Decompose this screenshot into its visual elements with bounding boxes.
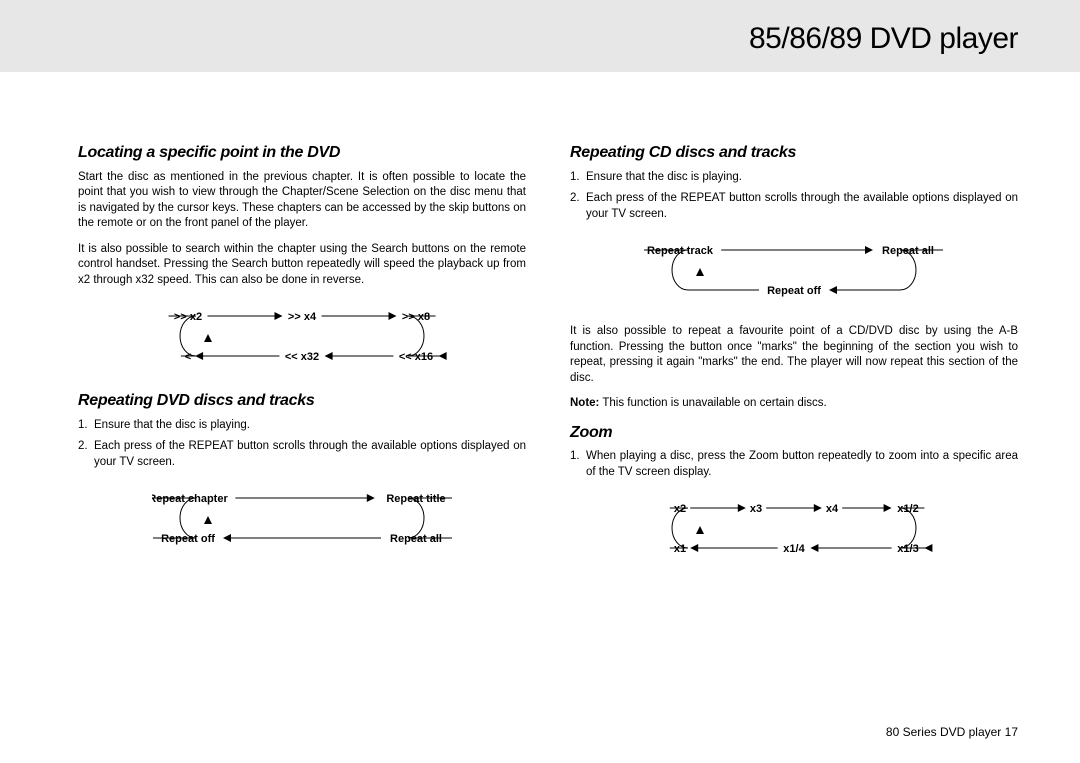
heading-locating: Locating a specific point in the DVD (78, 142, 526, 164)
list-number: 1. (570, 170, 586, 186)
svg-text:x1/2: x1/2 (897, 503, 918, 515)
cycle-diagram-repeat-cd: Repeat track Repeat all Repeat off (644, 234, 944, 306)
svg-text:>> x8: >> x8 (402, 311, 430, 323)
list-zoom: 1.When playing a disc, press the Zoom bu… (570, 449, 1018, 480)
left-column: Locating a specific point in the DVD Sta… (78, 142, 526, 582)
list-item: 2.Each press of the REPEAT button scroll… (78, 439, 526, 470)
list-repeat-cd: 1.Ensure that the disc is playing. 2.Eac… (570, 170, 1018, 223)
cycle-diagram-repeat-dvd: Repeat chapterRepeat titleRepeat offRepe… (152, 482, 452, 554)
svg-text:Repeat title: Repeat title (386, 493, 445, 505)
list-text: Each press of the REPEAT button scrolls … (94, 439, 526, 470)
list-number: 1. (78, 418, 94, 434)
list-text: Ensure that the disc is playing. (94, 418, 526, 434)
svg-text:x1/4: x1/4 (783, 543, 805, 555)
note-label: Note: (570, 397, 599, 409)
list-item: 1.Ensure that the disc is playing. (78, 418, 526, 434)
para-ab-repeat: It is also possible to repeat a favourit… (570, 324, 1018, 386)
list-number: 1. (570, 449, 586, 480)
svg-text:>> x2: >> x2 (174, 311, 202, 323)
cycle-diagram-zoom: x2x3x4x1/2x1x1/4x1/3 (644, 492, 944, 564)
list-text: When playing a disc, press the Zoom butt… (586, 449, 1018, 480)
list-item: 2.Each press of the REPEAT button scroll… (570, 191, 1018, 222)
list-text: Each press of the REPEAT button scrolls … (586, 191, 1018, 222)
list-number: 2. (570, 191, 586, 222)
list-text: Ensure that the disc is playing. (586, 170, 1018, 186)
right-column: Repeating CD discs and tracks 1.Ensure t… (570, 142, 1018, 582)
svg-text:Repeat all: Repeat all (882, 245, 934, 257)
list-number: 2. (78, 439, 94, 470)
header-band: 85/86/89 DVD player (0, 0, 1080, 72)
note-unavailable: Note: This function is unavailable on ce… (570, 396, 1018, 412)
svg-text:Repeat off: Repeat off (161, 533, 215, 545)
svg-text:<< x32: << x32 (285, 351, 319, 363)
page-title: 85/86/89 DVD player (749, 22, 1018, 56)
page-footer: 80 Series DVD player 17 (886, 725, 1018, 739)
svg-text:Repeat off: Repeat off (767, 285, 821, 297)
heading-repeat-dvd: Repeating DVD discs and tracks (78, 390, 526, 412)
heading-repeat-cd: Repeating CD discs and tracks (570, 142, 1018, 164)
list-item: 1.When playing a disc, press the Zoom bu… (570, 449, 1018, 480)
svg-text:>> x4: >> x4 (288, 311, 317, 323)
para-locating-2: It is also possible to search within the… (78, 242, 526, 289)
svg-text:x3: x3 (750, 503, 762, 515)
note-text: This function is unavailable on certain … (599, 397, 826, 409)
list-repeat-dvd: 1.Ensure that the disc is playing. 2.Eac… (78, 418, 526, 471)
page-content: Locating a specific point in the DVD Sta… (0, 72, 1080, 582)
svg-text:x4: x4 (826, 503, 839, 515)
para-locating-1: Start the disc as mentioned in the previ… (78, 170, 526, 232)
heading-zoom: Zoom (570, 422, 1018, 444)
list-item: 1.Ensure that the disc is playing. (570, 170, 1018, 186)
svg-text:Repeat track: Repeat track (647, 245, 714, 257)
cycle-diagram-search-speed: >> x2>> x4>> x8<<< x32<< x16 (152, 300, 452, 372)
